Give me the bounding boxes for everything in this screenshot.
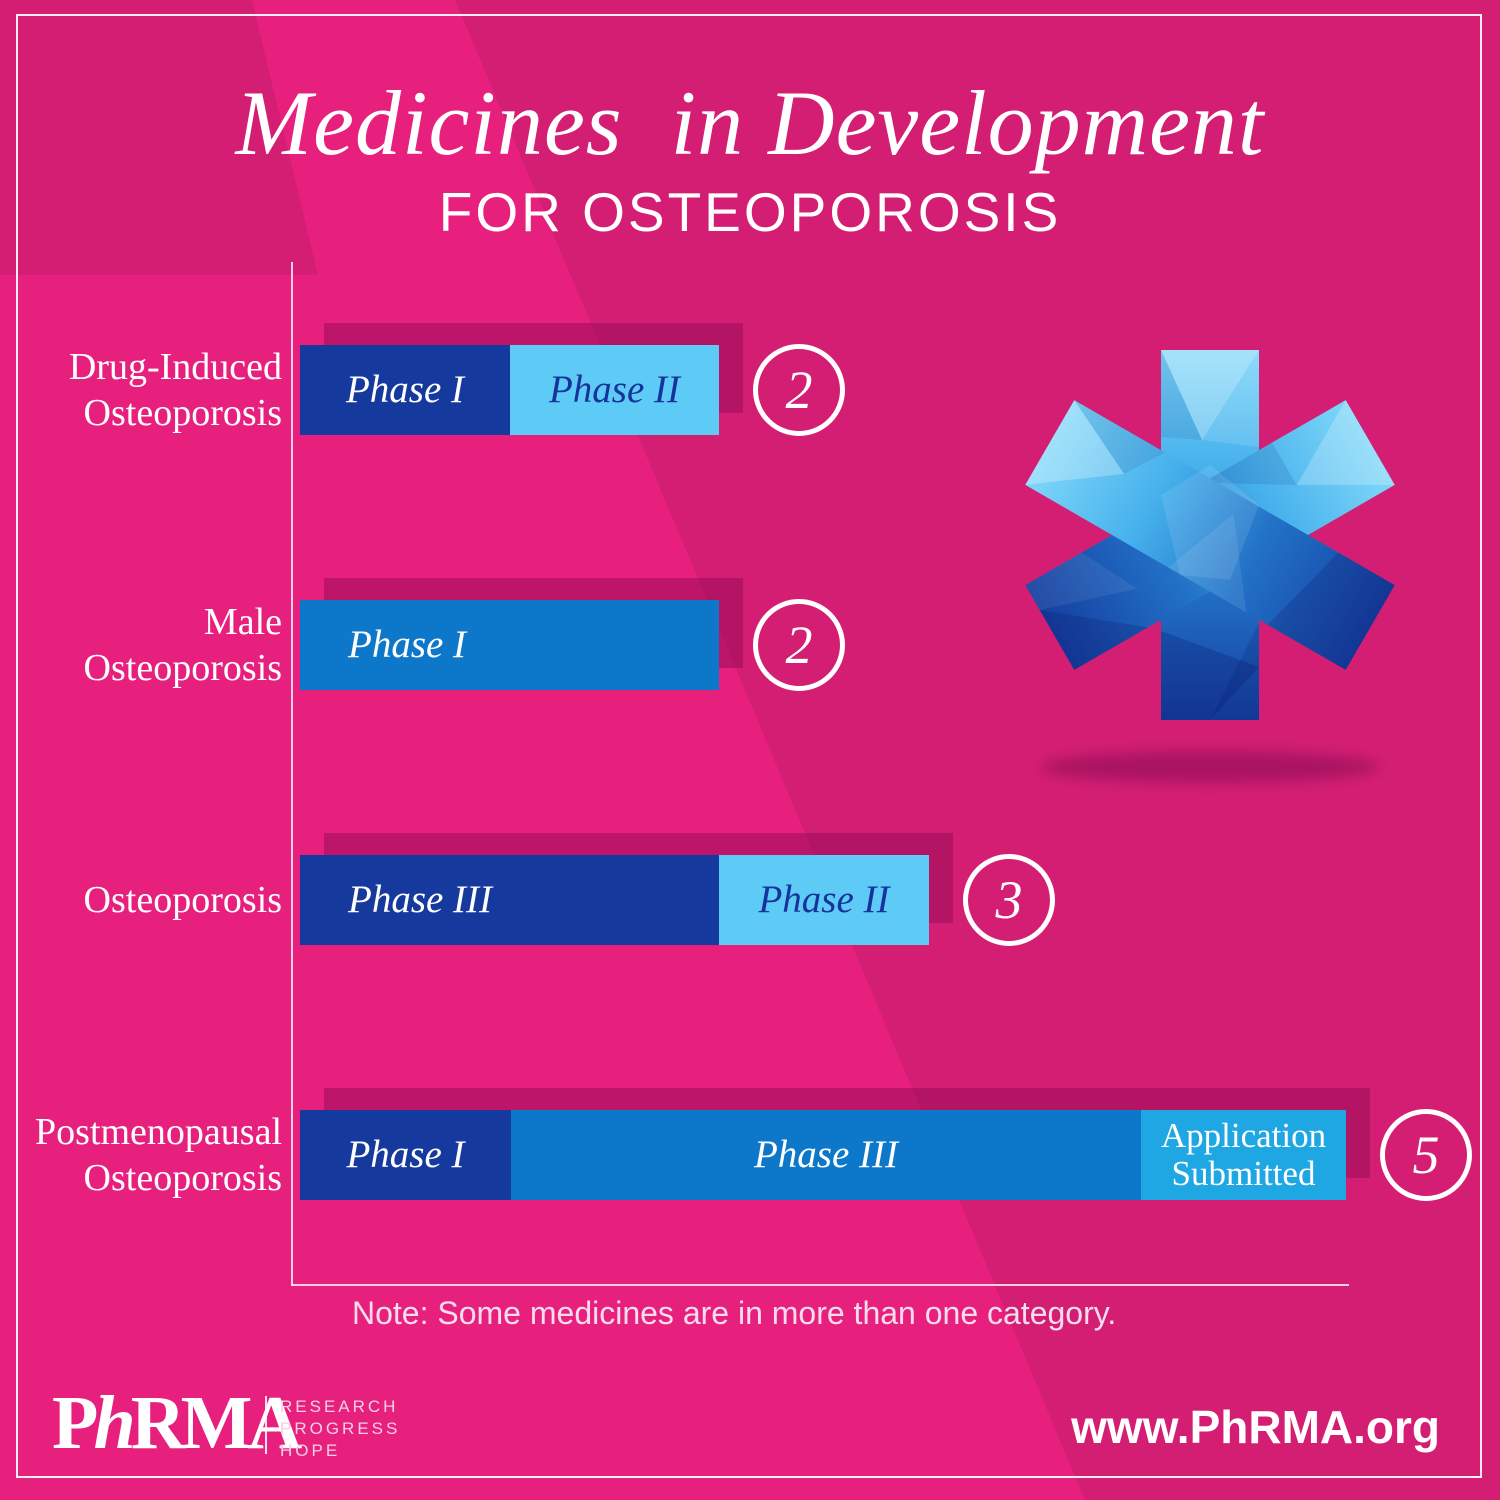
chart-note: Note: Some medicines are in more than on…: [352, 1295, 1117, 1331]
count-badge: 3: [963, 854, 1055, 946]
tagline-research: RESEARCH: [280, 1397, 399, 1416]
phrma-logo: PhRMA: [52, 1385, 302, 1461]
logo-letters-rma: RMA: [130, 1381, 303, 1465]
page-subtitle: FOR OSTEOPOROSIS: [438, 181, 1062, 243]
category-label: Postmenopausal Osteoporosis: [35, 1110, 282, 1199]
phase-segment: Phase I: [300, 600, 719, 690]
category-label: Male Osteoporosis: [83, 600, 282, 689]
bar-row: Phase I: [300, 600, 719, 690]
background-dark-topleft-wedge: [0, 0, 318, 275]
bar-row: Phase III Phase II: [300, 855, 929, 945]
category-label: Osteoporosis: [83, 878, 282, 921]
logo-letter-h: h: [93, 1381, 135, 1465]
logo-letter-p: P: [52, 1381, 98, 1465]
phase-segment: Phase I: [300, 1110, 511, 1200]
tagline-hope: HOPE: [280, 1440, 341, 1460]
page-title: Medicines in Development: [235, 72, 1265, 174]
logo-tagline: RESEARCH PROGRESS HOPE: [280, 1396, 400, 1461]
bar-row: Phase I Phase III Application Submitted: [300, 1110, 1346, 1200]
count-badge: 2: [753, 344, 845, 436]
asterisk-arms: [1025, 350, 1395, 720]
phase-segment: Phase III: [300, 855, 719, 945]
chart-axis-vertical: [291, 262, 293, 1286]
asterisk-shadow: [1040, 751, 1380, 783]
bar-row: Phase I Phase II: [300, 345, 719, 435]
website-url: www.PhRMA.org: [1071, 1401, 1440, 1453]
medical-asterisk-graphic: [1025, 350, 1395, 783]
category-label: Drug-Induced Osteoporosis: [68, 345, 282, 434]
count-badge: 5: [1380, 1109, 1472, 1201]
logo-divider-line: [265, 1396, 267, 1454]
phase-segment: Phase I: [300, 345, 510, 435]
count-badge: 2: [753, 599, 845, 691]
phase-segment: Application Submitted: [1141, 1110, 1346, 1200]
chart-axis-horizontal: [291, 1284, 1349, 1286]
tagline-progress: PROGRESS: [280, 1418, 401, 1438]
phase-segment: Phase II: [510, 345, 719, 435]
phase-segment: Phase II: [719, 855, 929, 945]
phase-segment: Phase III: [511, 1110, 1141, 1200]
